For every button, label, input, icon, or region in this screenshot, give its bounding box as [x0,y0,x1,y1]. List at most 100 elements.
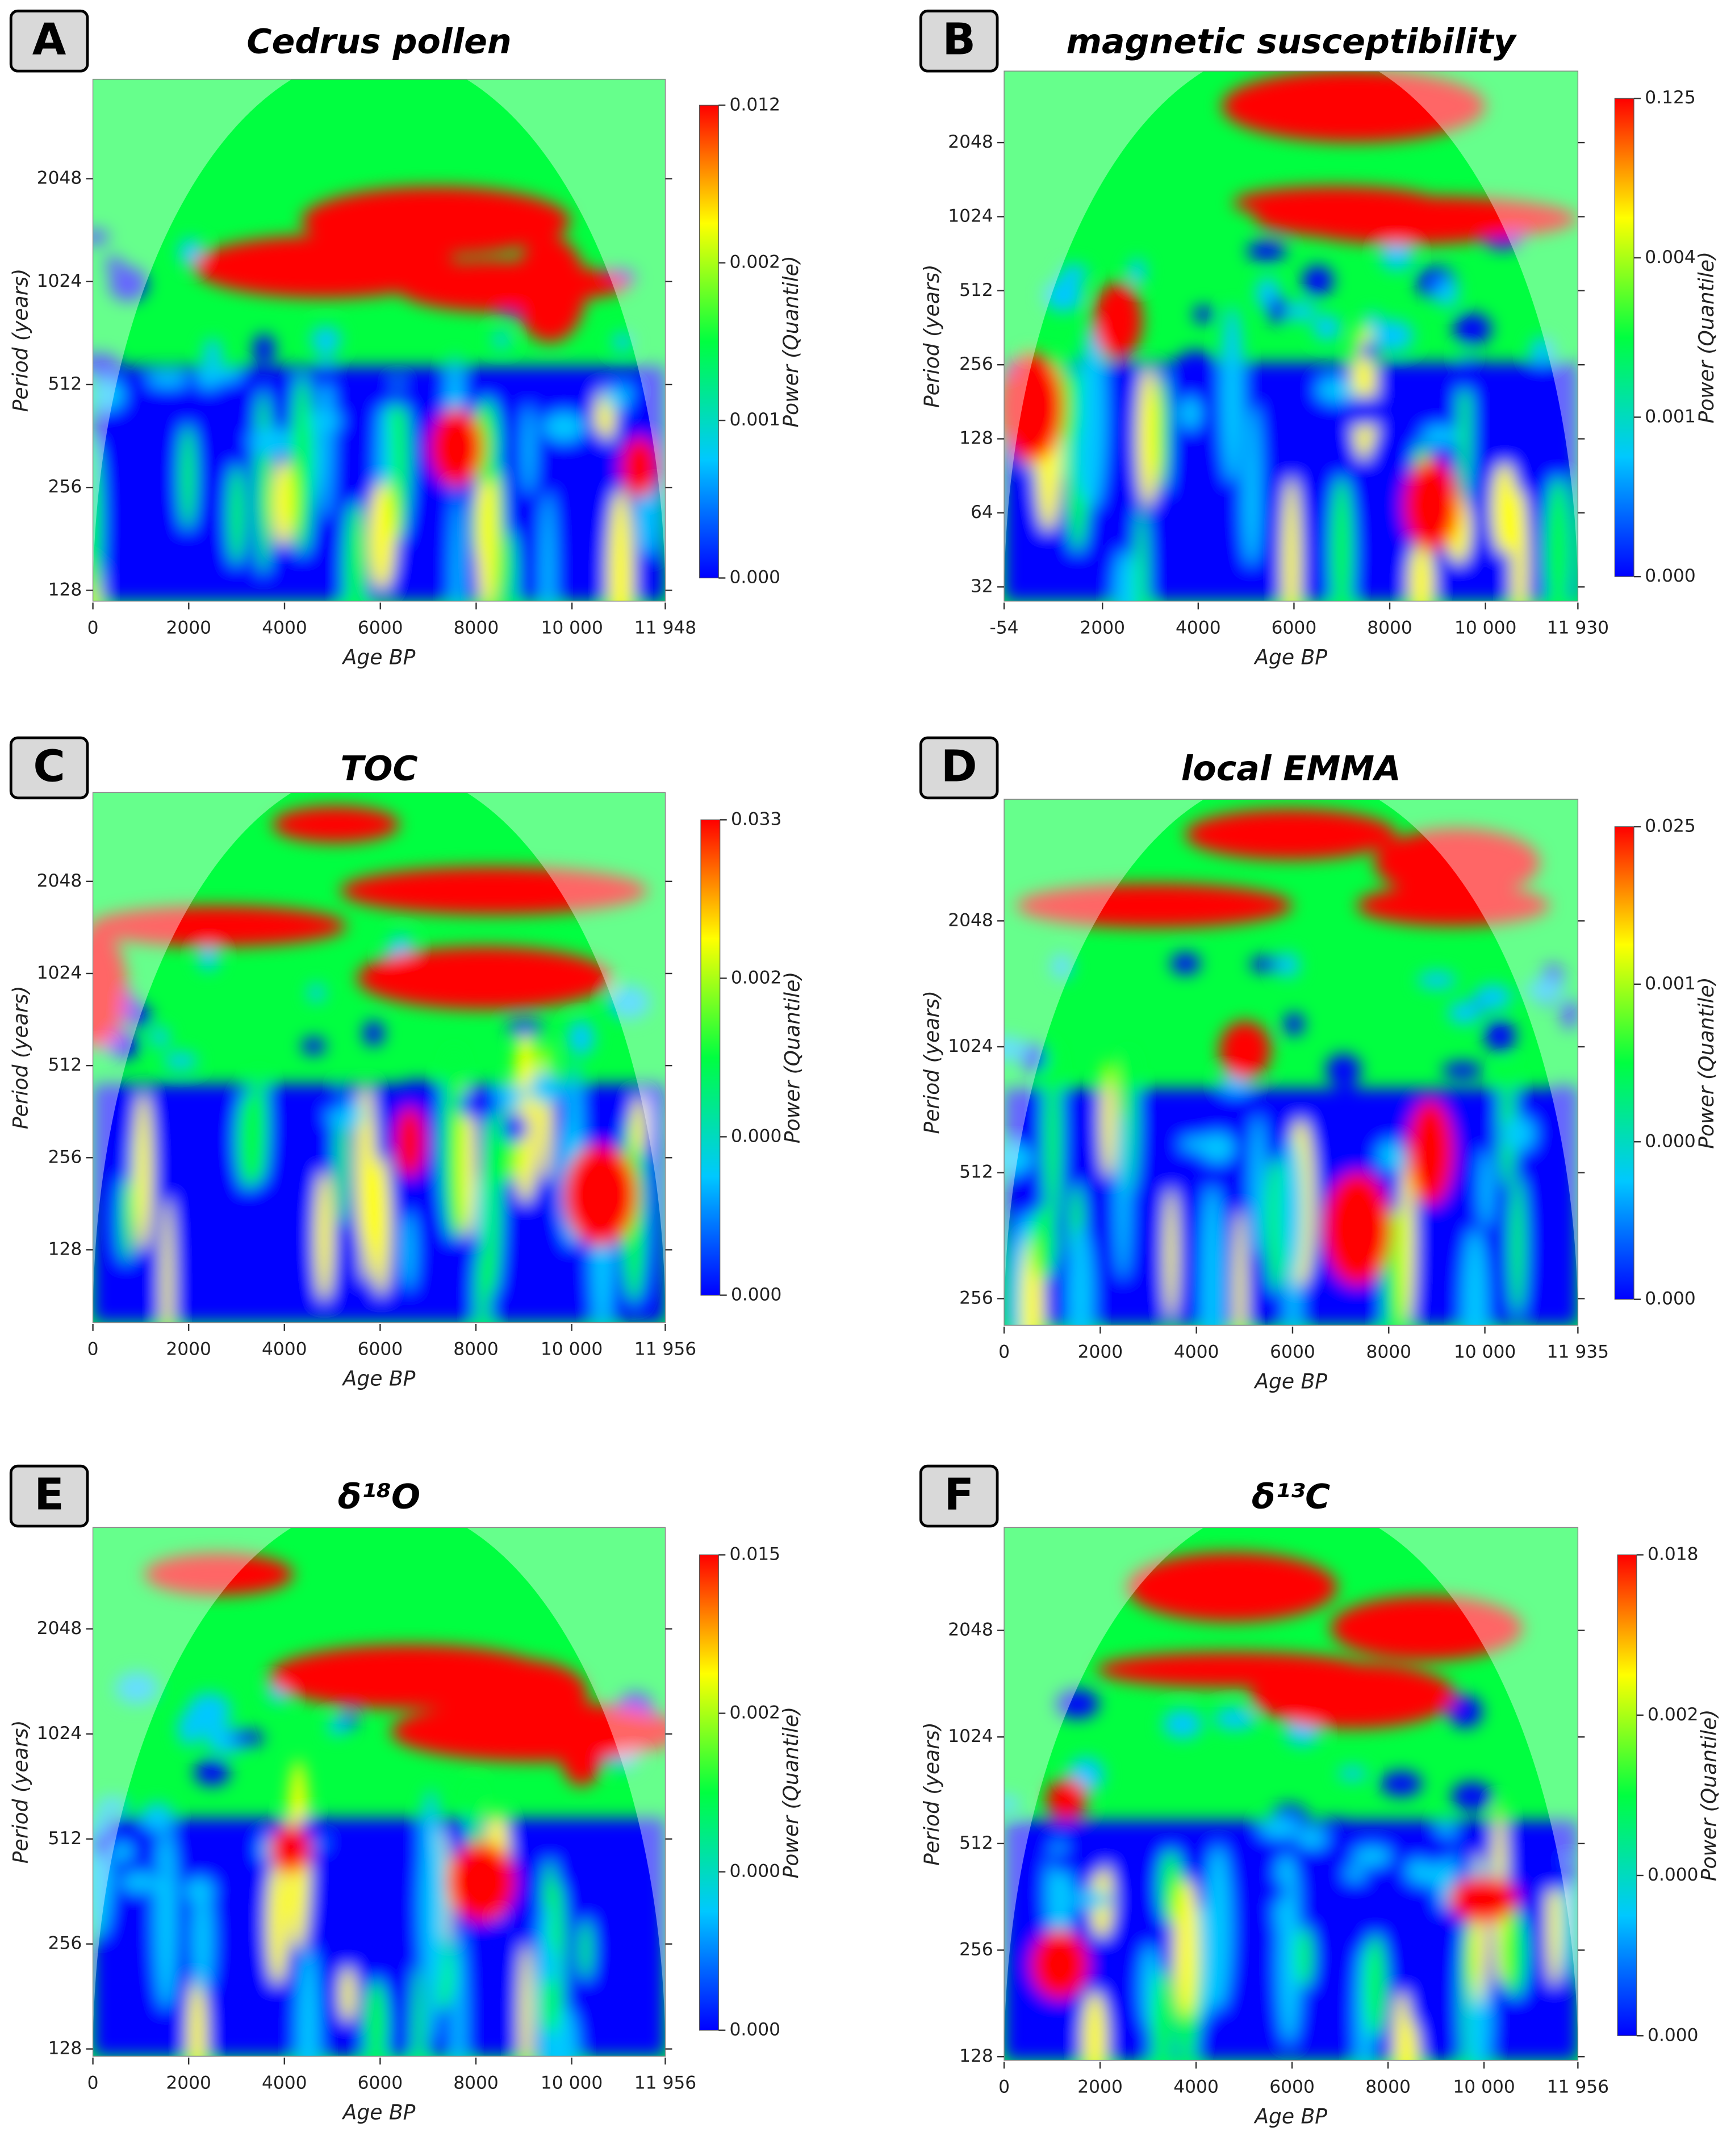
cone-of-influence [93,79,666,601]
heatmap-blobs [93,1553,666,2057]
x-tick-label: 6000 [358,1339,403,1360]
heatmap-blob [1247,241,1286,261]
heatmap-hot [357,946,613,1010]
y-tick-label: 512 [48,374,82,394]
plot-frame [1004,799,1579,1326]
y-tick-label: 2048 [948,1620,993,1640]
x-axis-label: Age BP [342,646,416,670]
colorbar-tick-label: 0.012 [730,94,781,115]
heatmap-spike [120,1177,133,1263]
heatmap-blob [1313,315,1341,341]
heatmap-blob [1453,313,1492,345]
x-tick-label: 10 000 [1454,618,1516,638]
heatmap-blob [1055,1689,1099,1719]
plot-frame [1004,1527,1579,2061]
x-tick-label: 11 956 [634,2073,696,2093]
y-tick-label: 1024 [948,206,993,226]
heatmap-hot [144,1553,294,1595]
heatmap-blob [1214,1707,1257,1730]
heatmap-blob [302,1038,326,1055]
heatmap-blob [1442,1062,1483,1079]
heatmap-spike [1157,371,1169,491]
x-tick-label: 10 000 [1453,2077,1515,2097]
y-tick-label: 2048 [948,132,993,152]
heatmap-spike [1101,1060,1116,1178]
y-tick-label: 512 [48,1828,82,1849]
colorbar-tick-label: 0.000 [730,1861,781,1882]
heatmap-blob [229,1730,264,1746]
colorbar-tick-label: 0.000 [1648,2025,1699,2045]
heatmap-blob [613,333,633,352]
y-axis-label: Period (years) [9,269,32,412]
x-tick-label: 2000 [1080,618,1125,638]
heatmap-blob [1302,265,1333,296]
heatmap-blob [1337,1766,1367,1781]
y-tick-label: 512 [959,1833,993,1853]
y-axis-label: Period (years) [920,1722,944,1866]
y-tick-label: 1024 [948,1036,993,1056]
heatmap-spike [522,406,534,495]
x-tick-label: 6000 [1272,618,1317,638]
y-tick-label: 2048 [37,168,82,189]
heatmap-spike [1205,1845,1231,2009]
heatmap-blob [1050,1850,1085,1874]
heatmap-spike [1076,415,1095,501]
heatmap-spike [451,1930,465,2057]
heatmap-blob [363,1021,384,1046]
heatmap-spike [1491,462,1517,555]
x-tick-label: 2000 [166,1339,211,1360]
heatmap-spike [1135,507,1148,601]
heatmap-blob [108,266,148,302]
x-tick-label: 10 000 [541,1339,603,1360]
heatmap-blob [1353,1846,1391,1866]
panel-label: A [32,15,66,65]
colorbar-label: Power (Quantile) [779,256,803,428]
heatmap-blobs [93,806,666,1323]
heatmap-spike [1114,550,1138,601]
heatmap-blob [1344,395,1384,427]
x-tick-label: 10 000 [541,618,603,638]
x-tick-label: 8000 [453,1339,499,1360]
plot-frame [92,78,666,602]
colorbar-label: Power (Quantile) [1695,977,1719,1149]
heatmap-blobs [1004,809,1578,1326]
y-tick-label: 256 [959,354,993,374]
heatmap-spike [513,1023,538,1204]
x-tick-label: 6000 [1270,1342,1315,1363]
heatmap-hot [1222,71,1486,143]
x-tick-label: 0 [87,1339,99,1360]
cone-of-influence [93,792,666,1323]
x-tick-label: 4000 [262,2073,307,2093]
heatmap-blob [1326,1054,1361,1086]
heatmap-hot [1374,828,1540,897]
colorbar [699,105,719,579]
colorbar-tick-label: 0.000 [730,2020,781,2040]
colorbar-tick-label: 0.000 [1645,566,1696,586]
x-tick-label: 6000 [1269,2077,1315,2097]
heatmap-blob [528,1072,564,1104]
x-axis-label: Age BP [1253,1369,1327,1393]
heatmap-spike [1043,1043,1062,1227]
heatmap-warm [269,1825,311,1873]
x-tick-label: 8000 [1365,2077,1411,2097]
heatmap-spike [365,1979,388,2057]
heatmap-blob [1059,264,1088,282]
heatmap-blob [1043,278,1084,312]
heatmap-blob [1163,1709,1202,1739]
colorbar [700,819,721,1296]
y-axis-label: Period (years) [920,264,944,408]
x-tick-label: 6000 [358,2073,403,2093]
heatmap-spike [192,1885,213,1994]
y-tick-label: 256 [48,477,82,497]
colorbar-label: Power (Quantile) [781,972,805,1144]
heatmap-warm [429,409,484,487]
heatmap-spike [1008,1238,1023,1326]
x-tick-label: -54 [990,618,1019,638]
heatmap-spike [542,1977,560,2036]
x-tick-label: 8000 [454,618,499,638]
heatmap-blob [1297,1828,1328,1849]
heatmap-spike [291,374,313,555]
x-tick-label: 0 [87,618,99,638]
heatmap-blob [493,332,511,348]
y-tick-label: 2048 [948,910,993,930]
